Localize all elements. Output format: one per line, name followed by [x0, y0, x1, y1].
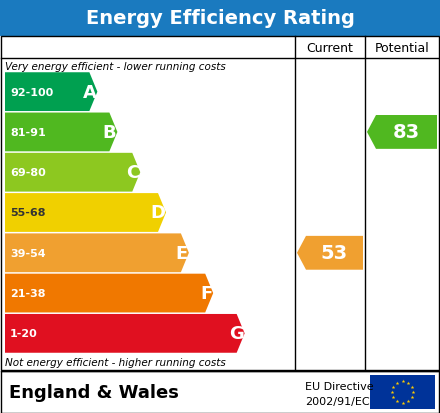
Polygon shape	[367, 116, 437, 150]
Text: 53: 53	[321, 244, 348, 263]
Text: England & Wales: England & Wales	[9, 383, 179, 401]
Text: F: F	[200, 285, 212, 302]
Text: Current: Current	[307, 41, 353, 55]
Polygon shape	[297, 236, 363, 270]
Bar	[370, 375, 435, 409]
Text: 39-54: 39-54	[10, 248, 46, 258]
Text: 69-80: 69-80	[10, 168, 46, 178]
Text: Energy Efficiency Rating: Energy Efficiency Rating	[85, 9, 355, 27]
Bar	[1, 37, 439, 370]
Text: 55-68: 55-68	[10, 208, 45, 218]
Text: A: A	[82, 83, 96, 102]
Polygon shape	[5, 234, 189, 273]
Polygon shape	[5, 154, 140, 192]
Text: 81-91: 81-91	[10, 128, 46, 138]
Text: EU Directive: EU Directive	[305, 381, 374, 391]
Polygon shape	[5, 274, 213, 313]
Text: G: G	[229, 325, 244, 342]
Bar	[1, 371, 439, 413]
Text: Very energy efficient - lower running costs: Very energy efficient - lower running co…	[5, 62, 226, 71]
Text: 21-38: 21-38	[10, 288, 45, 298]
Polygon shape	[5, 73, 97, 112]
Text: Not energy efficient - higher running costs: Not energy efficient - higher running co…	[5, 358, 226, 368]
Text: 83: 83	[393, 123, 420, 142]
Text: 1-20: 1-20	[10, 329, 38, 339]
Text: B: B	[103, 123, 117, 142]
Polygon shape	[5, 194, 166, 233]
Text: C: C	[126, 164, 139, 182]
Polygon shape	[5, 314, 245, 353]
Text: E: E	[176, 244, 188, 262]
Bar	[0, 0, 440, 36]
Text: D: D	[150, 204, 165, 222]
Text: 92-100: 92-100	[10, 88, 53, 97]
Polygon shape	[5, 113, 117, 152]
Text: 2002/91/EC: 2002/91/EC	[305, 396, 370, 406]
Text: Potential: Potential	[374, 41, 429, 55]
